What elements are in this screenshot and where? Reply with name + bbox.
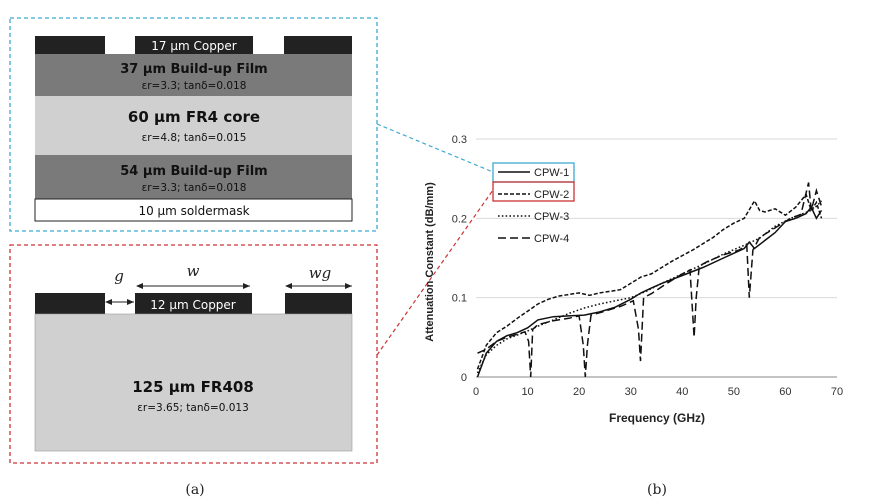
x-tick-label: 40 [676, 386, 688, 398]
stackup2-copper-left [35, 293, 105, 314]
y-tick-label: 0.3 [452, 134, 467, 146]
stackup1-diagram: 17 μm Copper 37 μm Build-up Film εr=3.3;… [9, 17, 378, 232]
x-tick-labels: 0 10 20 30 40 50 60 70 [473, 386, 843, 398]
legend-highlight-cpw2 [492, 181, 575, 202]
y-tick-label: 0 [461, 372, 467, 384]
connector-red [376, 189, 494, 356]
stackup1-layer-2-props: εr=3.3; tanδ=0.018 [142, 182, 247, 194]
y-axis-label: Attenuation Constant (dB/mm) [424, 182, 436, 342]
stackup1-layer-2 [35, 155, 352, 199]
stackup1-layer-0-props: εr=3.3; tanδ=0.018 [142, 80, 247, 92]
stackup1-top-copper-label: 17 μm Copper [151, 39, 237, 53]
stackup1-layer-1 [35, 96, 352, 155]
caption-b: (b) [647, 482, 667, 498]
legend-label-cpw-4: CPW-4 [534, 233, 569, 245]
stackup2-copper-label: 12 μm Copper [150, 298, 236, 312]
x-tick-label: 70 [831, 386, 843, 398]
stackup2-copper-center [135, 293, 252, 314]
connector-blue [376, 123, 494, 173]
x-tick-label: 0 [473, 386, 479, 398]
y-tick-labels: 0 0.1 0.2 0.3 [452, 134, 467, 384]
y-tick-label: 0.2 [452, 213, 467, 225]
dim-w-label: w [187, 262, 200, 280]
stackup2-substrate [34, 313, 353, 452]
attenuation-chart: 0 10 20 30 40 50 60 70 00.10.20.3 CPW-1CPW-2CPW… [424, 134, 843, 425]
stackup1-frame [9, 17, 378, 232]
stackup1-soldermask-label: 10 μm soldermask [138, 204, 249, 218]
series-line-cpw-4 [477, 182, 823, 378]
x-tick-label: 50 [728, 386, 740, 398]
legend-label-cpw-1: CPW-1 [534, 167, 569, 179]
stackup2-substrate-props: εr=3.65; tanδ=0.013 [137, 402, 249, 414]
stackup1-copper-center [135, 36, 253, 54]
stackup1-soldermask [34, 198, 353, 222]
stackup1-copper-left [35, 36, 105, 54]
x-tick-label: 30 [625, 386, 637, 398]
chart-series [476, 182, 823, 378]
x-tick-label: 10 [521, 386, 533, 398]
chart-grid [476, 138, 837, 378]
chart-legend: CPW-1 CPW-2 CPW-3 CPW-4 [498, 167, 569, 245]
caption-a: (a) [185, 482, 204, 498]
stackup1-layer-0 [35, 54, 352, 96]
stackup2-copper-right [285, 293, 352, 314]
x-axis-label: Frequency (GHz) [609, 411, 705, 425]
stackup1-layer-1-props: εr=4.8; tanδ=0.015 [142, 132, 247, 144]
x-tick-label: 20 [573, 386, 585, 398]
series-line-cpw-2 [476, 192, 823, 370]
stackup1-layer-0-title: 37 μm Build-up Film [120, 62, 267, 77]
legend-label-cpw-3: CPW-3 [534, 211, 569, 223]
dim-wg-label: wg [309, 264, 331, 282]
series-line-cpw-3 [476, 200, 823, 374]
x-tick-label: 60 [779, 386, 791, 398]
stackup1-copper-right [284, 36, 352, 54]
y-tick-label: 0.1 [452, 293, 467, 305]
dim-g-label: g [114, 267, 124, 285]
stackup2-diagram: g w wg 12 μm Copper 125 μm FR408 εr=3.65… [9, 244, 378, 464]
stackup1-layer-1-title: 60 μm FR4 core [128, 108, 260, 126]
legend-label-cpw-2: CPW-2 [534, 189, 569, 201]
stackup2-substrate-title: 125 μm FR408 [132, 378, 254, 396]
stackup1-layer-2-title: 54 μm Build-up Film [120, 164, 267, 179]
